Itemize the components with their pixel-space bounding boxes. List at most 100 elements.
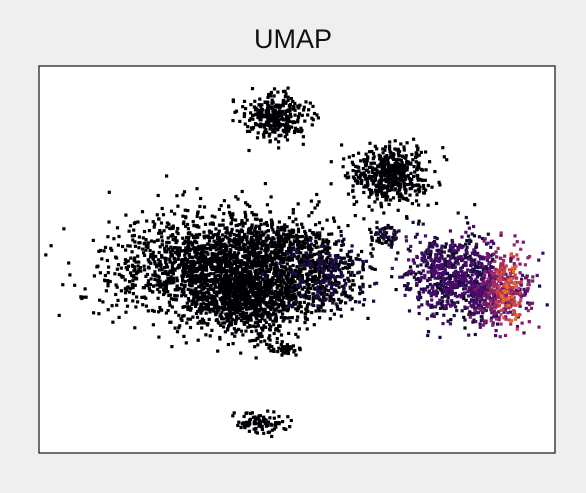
- data-point: [246, 254, 250, 259]
- data-point: [192, 246, 196, 250]
- data-point: [262, 131, 266, 135]
- data-point: [197, 257, 201, 261]
- data-point: [131, 279, 135, 283]
- data-point: [117, 234, 121, 239]
- data-point: [169, 297, 173, 301]
- data-point: [157, 310, 161, 314]
- data-point: [125, 304, 130, 308]
- data-point: [186, 307, 190, 312]
- data-point: [198, 290, 202, 294]
- data-point: [333, 279, 338, 283]
- data-point: [319, 280, 323, 284]
- data-point: [200, 250, 205, 254]
- data-point: [229, 261, 233, 265]
- data-point: [472, 292, 476, 296]
- data-point: [254, 325, 258, 329]
- data-point: [137, 268, 141, 272]
- data-point: [404, 287, 408, 291]
- data-point: [164, 263, 169, 267]
- data-point: [219, 266, 223, 270]
- data-point: [416, 146, 420, 150]
- data-point: [176, 266, 180, 270]
- data-point: [494, 314, 499, 318]
- data-point: [170, 226, 174, 230]
- data-point: [263, 318, 267, 322]
- data-point: [389, 166, 393, 170]
- data-point: [416, 164, 420, 168]
- data-point: [277, 113, 282, 117]
- data-point: [243, 291, 247, 295]
- data-point: [205, 246, 209, 251]
- data-point: [143, 268, 147, 272]
- data-point: [426, 285, 430, 289]
- data-point: [375, 184, 379, 188]
- data-point: [115, 226, 120, 230]
- data-point: [228, 298, 232, 302]
- data-point: [263, 284, 267, 288]
- data-point: [200, 321, 204, 325]
- data-point: [128, 224, 133, 228]
- data-point: [293, 108, 297, 112]
- data-point: [301, 279, 305, 283]
- data-point: [426, 183, 430, 188]
- data-point: [435, 284, 440, 289]
- data-point: [399, 158, 403, 162]
- data-point: [381, 178, 385, 182]
- data-point: [469, 263, 473, 268]
- data-point: [287, 331, 291, 335]
- data-point: [251, 264, 255, 268]
- data-point: [196, 298, 200, 302]
- data-point: [378, 154, 383, 159]
- data-point: [407, 309, 412, 313]
- data-point: [356, 175, 360, 179]
- data-point: [390, 275, 394, 279]
- data-point: [358, 292, 362, 296]
- data-point: [213, 253, 217, 257]
- data-point: [260, 317, 264, 321]
- data-point: [477, 235, 481, 239]
- data-point: [391, 196, 396, 200]
- data-point: [169, 234, 173, 238]
- data-point: [270, 220, 274, 224]
- data-point: [316, 245, 320, 249]
- data-point: [334, 242, 338, 246]
- data-point: [342, 256, 346, 260]
- data-point: [225, 246, 229, 250]
- data-point: [397, 166, 401, 170]
- data-point: [246, 421, 250, 425]
- data-point: [265, 288, 269, 292]
- data-point: [269, 218, 273, 222]
- data-point: [390, 188, 394, 192]
- data-point: [392, 181, 396, 185]
- data-point: [245, 420, 249, 424]
- data-point: [124, 213, 128, 217]
- data-point: [339, 270, 343, 274]
- data-point: [225, 260, 229, 264]
- data-point: [156, 193, 160, 198]
- data-point: [226, 295, 230, 300]
- data-point: [219, 241, 223, 245]
- data-point: [237, 243, 241, 247]
- data-point: [339, 314, 343, 318]
- data-point: [262, 415, 266, 419]
- data-point: [307, 297, 311, 301]
- data-point: [261, 123, 265, 127]
- data-point: [233, 297, 237, 301]
- data-point: [322, 295, 326, 299]
- data-point: [270, 98, 274, 102]
- data-point: [283, 256, 287, 260]
- data-point: [277, 329, 281, 333]
- data-point: [307, 283, 311, 287]
- data-point: [234, 109, 239, 113]
- data-point: [264, 270, 268, 274]
- data-point: [200, 294, 204, 298]
- data-point: [167, 240, 171, 245]
- data-point: [252, 261, 256, 265]
- data-point: [342, 287, 346, 291]
- data-point: [276, 268, 280, 272]
- data-point: [123, 291, 128, 295]
- data-point: [278, 239, 282, 244]
- data-point: [268, 92, 272, 96]
- data-point: [290, 316, 294, 320]
- data-point: [181, 221, 186, 226]
